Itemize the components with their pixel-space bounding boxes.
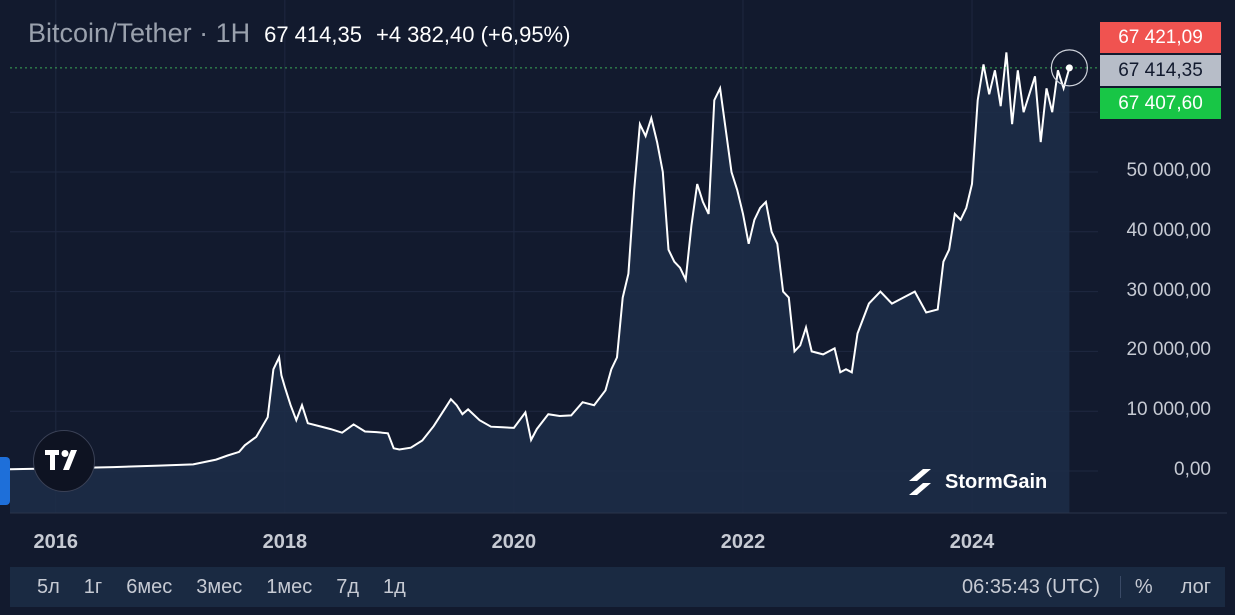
log-toggle[interactable]: лог	[1180, 575, 1211, 598]
percent-toggle[interactable]: %	[1134, 575, 1153, 598]
range-button[interactable]: 5л	[37, 575, 60, 598]
x-tick-label: 2018	[262, 531, 308, 553]
header-price: 67 414,35	[264, 22, 362, 47]
y-tick-label: 50 000,00	[1126, 160, 1211, 181]
chevron-left-icon[interactable]	[0, 457, 10, 505]
x-tick-label: 2020	[491, 531, 537, 553]
crosshair-ring-icon	[1050, 49, 1088, 87]
tradingview-logo-icon[interactable]	[33, 430, 95, 492]
utc-clock[interactable]: 06:35:43 (UTC)	[962, 575, 1100, 598]
range-button[interactable]: 1мес	[266, 575, 313, 598]
stormgain-logo-icon	[909, 469, 931, 495]
y-tick-label: 40 000,00	[1126, 219, 1211, 241]
range-button[interactable]: 6мес	[126, 575, 173, 598]
range-button[interactable]: 3мес	[196, 575, 243, 598]
x-tick-label: 2022	[720, 531, 766, 553]
bottom-toolbar: 5л 1г 6мес 3мес 1мес 7д 1д 06:35:43 (UTC) % ло…	[10, 567, 1225, 607]
x-tick-label: 2016	[33, 531, 79, 553]
header-change: +4 382,40 (+6,95%)	[375, 22, 571, 47]
x-tick-label: 2024	[949, 531, 995, 553]
price-area-fill	[10, 52, 1070, 514]
y-tick-label: 30 000,00	[1126, 279, 1211, 301]
price-line	[9, 52, 1071, 471]
range-button[interactable]: 1д	[383, 575, 406, 598]
ask-price-label: 67 421,09	[1100, 22, 1221, 53]
range-button[interactable]: 1г	[83, 575, 103, 598]
last-price-dot	[1065, 64, 1073, 72]
bid-price-label: 67 407,60	[1100, 88, 1221, 119]
symbol-header: Bitcoin/Tether · 1H 67 414,35 +4 382,40 …	[28, 18, 570, 49]
stormgain-watermark: StormGain	[905, 467, 1047, 497]
y-tick-label: 0,00	[1174, 459, 1211, 480]
range-button[interactable]: 7д	[336, 575, 360, 598]
y-tick-label: 20 000,00	[1126, 339, 1211, 361]
symbol-title[interactable]: Bitcoin/Tether · 1H	[28, 18, 251, 48]
stormgain-label: StormGain	[945, 470, 1048, 493]
toolbar-divider	[1119, 576, 1121, 598]
y-tick-label: 10 000,00	[1126, 399, 1211, 421]
last-price-label: 67 414,35	[1100, 55, 1221, 86]
